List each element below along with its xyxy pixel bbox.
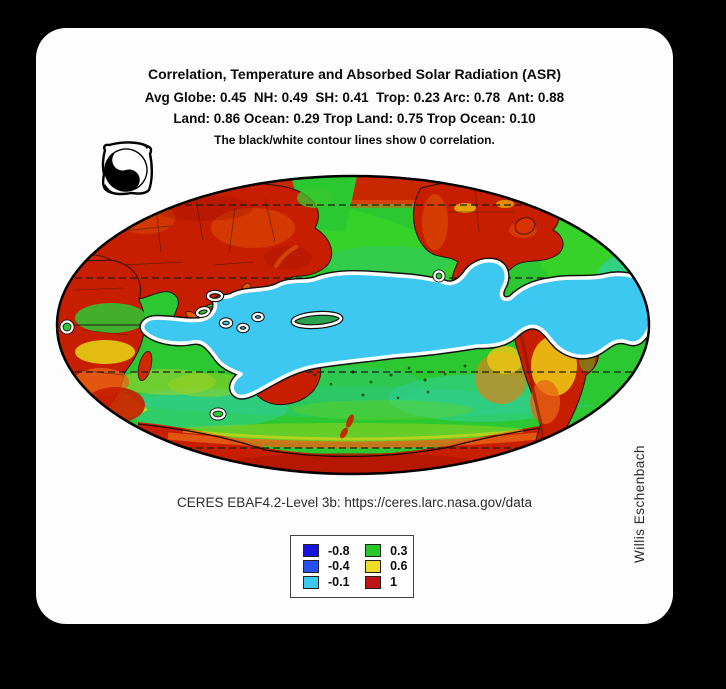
author-credit: Willis Eschenbach [632, 444, 647, 564]
legend-swatch [365, 559, 382, 573]
legend-item: 0.6 [365, 559, 409, 573]
legend-item: 0.3 [365, 544, 409, 558]
legend-swatch [365, 575, 382, 589]
legend-item: 1 [365, 575, 409, 589]
legend-label: -0.8 [328, 543, 350, 558]
color-legend: -0.8 -0.4 -0.1 0.3 0.6 1 [290, 535, 414, 598]
legend-label: -0.1 [328, 575, 350, 590]
legend-label: 1 [390, 575, 398, 590]
legend-label: 0.3 [390, 543, 408, 558]
figure-title: Correlation, Temperature and Absorbed So… [147, 66, 562, 82]
legend-item: -0.1 [303, 575, 351, 589]
stats-line-2: Land: 0.86 Ocean: 0.29 Trop Land: 0.75 T… [173, 111, 536, 126]
legend-swatch [303, 575, 319, 589]
world-correlation-map [55, 174, 651, 476]
contour-note: The black/white contour lines show 0 cor… [214, 133, 495, 147]
legend-item: -0.4 [303, 559, 351, 573]
stats-line-1: Avg Globe: 0.45 NH: 0.49 SH: 0.41 Trop: … [144, 90, 565, 105]
legend-swatch [303, 559, 319, 573]
legend-swatch [365, 544, 382, 558]
legend-label: 0.6 [390, 559, 408, 574]
legend-swatch [303, 544, 319, 558]
legend-item: -0.8 [303, 544, 351, 558]
data-source-caption: CERES EBAF4.2-Level 3b: https://ceres.la… [177, 495, 532, 510]
legend-label: -0.4 [328, 559, 350, 574]
yinyang-logo-icon [101, 141, 153, 196]
figure-card: Correlation, Temperature and Absorbed So… [36, 28, 673, 624]
